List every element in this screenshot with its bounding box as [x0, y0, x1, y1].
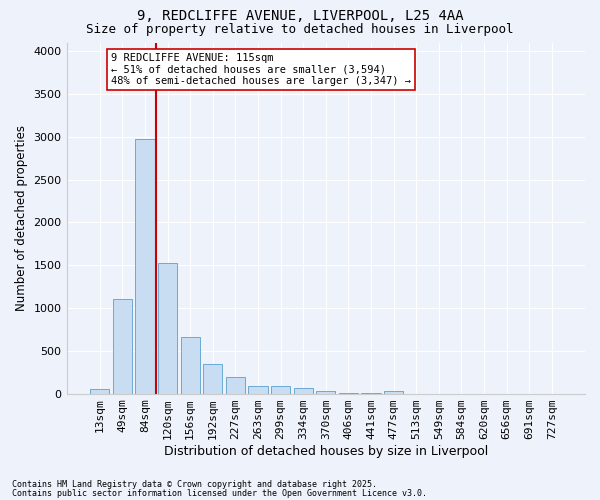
- Bar: [90, 389, 109, 394]
- Bar: [248, 386, 268, 394]
- Bar: [316, 391, 335, 394]
- Bar: [181, 337, 200, 394]
- Bar: [384, 392, 403, 394]
- Bar: [113, 298, 132, 394]
- Bar: [203, 364, 223, 394]
- Bar: [158, 262, 177, 394]
- Bar: [271, 386, 290, 394]
- X-axis label: Distribution of detached houses by size in Liverpool: Distribution of detached houses by size …: [164, 444, 488, 458]
- Bar: [226, 377, 245, 394]
- Text: Contains HM Land Registry data © Crown copyright and database right 2025.: Contains HM Land Registry data © Crown c…: [12, 480, 377, 489]
- Text: Size of property relative to detached houses in Liverpool: Size of property relative to detached ho…: [86, 22, 514, 36]
- Text: 9, REDCLIFFE AVENUE, LIVERPOOL, L25 4AA: 9, REDCLIFFE AVENUE, LIVERPOOL, L25 4AA: [137, 9, 463, 23]
- Bar: [136, 140, 155, 394]
- Bar: [293, 388, 313, 394]
- Y-axis label: Number of detached properties: Number of detached properties: [15, 125, 28, 311]
- Text: Contains public sector information licensed under the Open Government Licence v3: Contains public sector information licen…: [12, 489, 427, 498]
- Text: 9 REDCLIFFE AVENUE: 115sqm
← 51% of detached houses are smaller (3,594)
48% of s: 9 REDCLIFFE AVENUE: 115sqm ← 51% of deta…: [111, 53, 411, 86]
- Bar: [339, 392, 358, 394]
